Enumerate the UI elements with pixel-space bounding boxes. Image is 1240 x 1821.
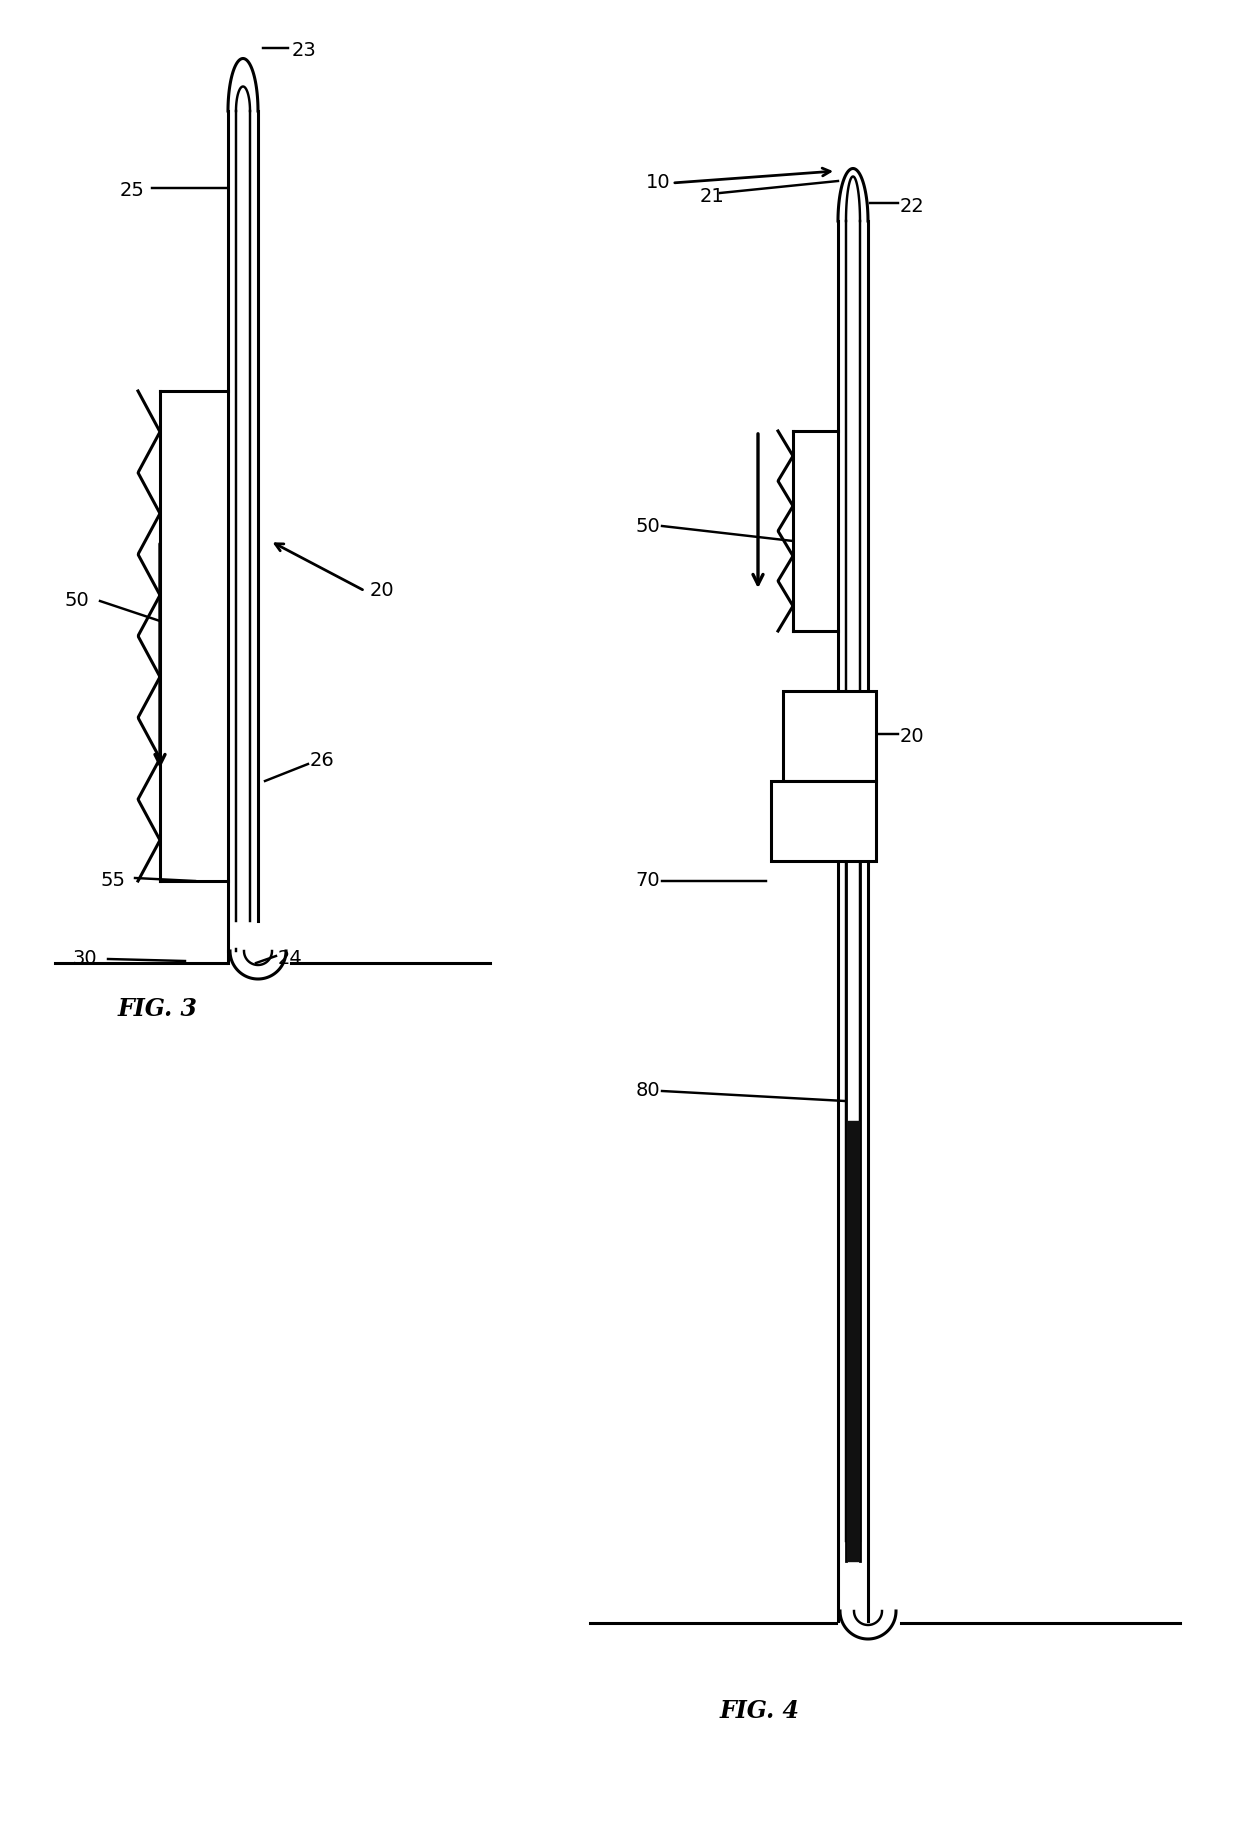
Text: 55: 55 xyxy=(100,872,125,890)
Text: FIG. 4: FIG. 4 xyxy=(720,1699,800,1723)
Text: 20: 20 xyxy=(370,581,394,601)
Text: 10: 10 xyxy=(645,173,670,193)
Text: 80: 80 xyxy=(635,1082,660,1100)
Text: 23: 23 xyxy=(291,42,316,60)
Text: 70: 70 xyxy=(635,872,660,890)
Text: 25: 25 xyxy=(120,182,145,200)
Text: 21: 21 xyxy=(701,186,724,206)
Bar xyxy=(771,781,875,861)
Text: 26: 26 xyxy=(310,752,335,770)
Text: 30: 30 xyxy=(73,949,98,969)
Text: 22: 22 xyxy=(900,197,925,215)
Text: FIG. 3: FIG. 3 xyxy=(118,998,198,1022)
Text: 50: 50 xyxy=(635,517,660,535)
Text: 24: 24 xyxy=(278,949,303,969)
Text: 20: 20 xyxy=(900,727,925,745)
Text: 50: 50 xyxy=(64,592,89,610)
Bar xyxy=(782,690,875,781)
